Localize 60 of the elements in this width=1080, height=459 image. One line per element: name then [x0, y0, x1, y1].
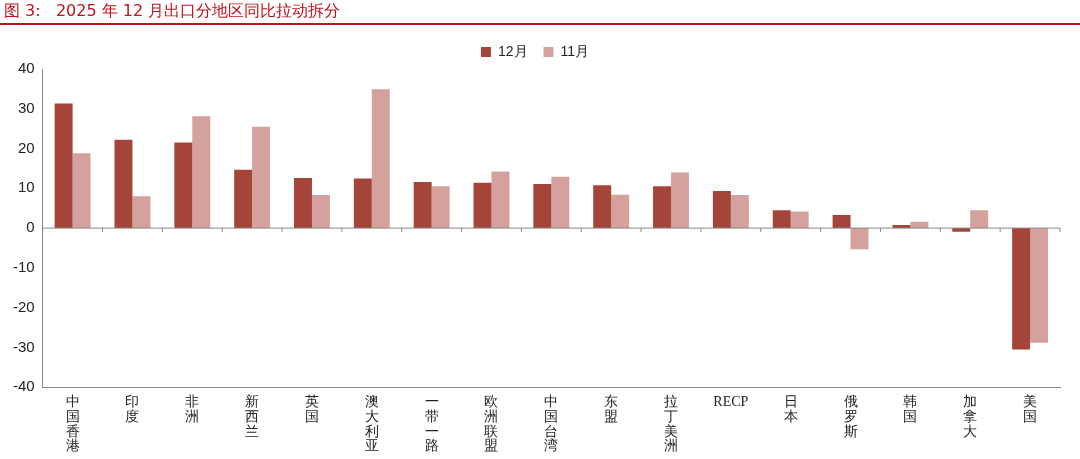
bar	[790, 211, 809, 229]
bar	[252, 126, 271, 229]
bar	[712, 191, 731, 229]
x-tick-label: 英国	[304, 394, 319, 424]
bar	[132, 196, 151, 229]
bar	[192, 116, 211, 229]
bar	[611, 194, 630, 229]
bar	[533, 183, 552, 229]
bar	[353, 178, 372, 229]
bar	[371, 89, 390, 229]
x-tick-label: 日本	[783, 394, 798, 424]
bar	[174, 142, 193, 229]
bar	[54, 103, 73, 229]
chart-title: 图 3: 2025 年 12 月出口分地区同比拉动拆分	[0, 0, 1080, 25]
bar	[832, 214, 851, 229]
bar	[850, 228, 869, 250]
x-tick-label: 韩国	[903, 394, 918, 424]
y-tick-label: 10	[17, 178, 35, 196]
bar	[234, 169, 253, 229]
x-tick-label: 新西兰	[245, 394, 260, 439]
bar	[114, 139, 133, 229]
bar	[730, 195, 749, 229]
y-tick-label: -10	[12, 258, 35, 276]
bar	[653, 186, 672, 229]
bar	[1030, 228, 1049, 343]
bar	[970, 210, 989, 229]
bar	[593, 185, 612, 229]
bar	[311, 195, 330, 229]
x-tick-label: 澳大利亚	[364, 394, 379, 454]
bar	[671, 172, 689, 229]
bar	[491, 171, 510, 229]
x-tick-label: 中国台湾	[544, 394, 559, 454]
x-tick-label: 美国	[1023, 394, 1038, 424]
legend-label: 11月	[560, 42, 590, 59]
x-tick-label: 印度	[125, 394, 140, 424]
legend-label: 12月	[497, 42, 528, 59]
x-tick-label: 拉丁美洲	[664, 394, 679, 454]
bar	[413, 181, 432, 229]
bar	[294, 177, 312, 229]
bar	[72, 153, 91, 229]
x-tick-label: 一带一路	[424, 394, 439, 454]
x-tick-label: 东盟	[604, 394, 619, 424]
y-tick-label: -40	[12, 377, 35, 395]
y-tick-label: -20	[12, 297, 35, 315]
x-tick-label: 中国香港	[65, 394, 80, 454]
y-tick-label: -30	[12, 337, 35, 355]
x-tick-label: 俄罗斯	[843, 394, 858, 439]
bar	[1012, 228, 1031, 350]
x-tick-label: 欧洲联盟	[484, 394, 499, 454]
x-tick-label: RECP	[713, 394, 749, 410]
x-tick-label: 非洲	[185, 394, 200, 424]
bar	[772, 210, 791, 229]
y-tick-label: 0	[26, 218, 35, 236]
y-tick-label: 30	[17, 98, 35, 116]
bar	[431, 186, 450, 229]
bar	[551, 176, 570, 229]
y-tick-label: 40	[17, 59, 35, 77]
y-tick-label: 20	[17, 138, 35, 156]
x-tick-label: 加拿大	[963, 394, 978, 439]
bar	[473, 182, 492, 229]
